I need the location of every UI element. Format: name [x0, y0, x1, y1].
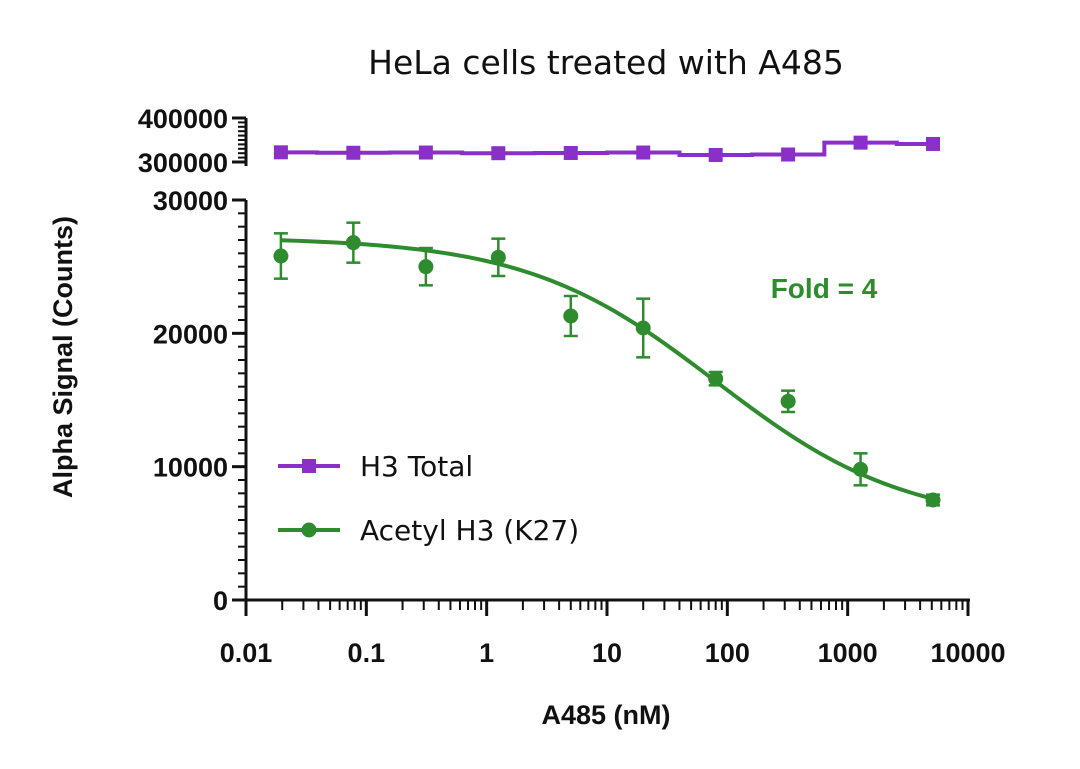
y-tick-label-lower-2: 20000	[153, 319, 228, 349]
x-tick-label-4: 100	[705, 638, 750, 668]
x-tick-label-2: 1	[479, 638, 494, 668]
legend-marker-1	[301, 522, 317, 538]
h3-total-point-4	[563, 145, 578, 160]
acetyl-h3-point-4	[563, 308, 579, 324]
x-tick-label-5: 1000	[818, 638, 878, 668]
acetyl-h3-point-6	[708, 371, 724, 387]
legend-marker-0	[302, 459, 316, 473]
acetyl-h3-fit-line	[280, 238, 934, 501]
acetyl-h3-point-0	[273, 248, 289, 264]
y-tick-label-lower-0: 0	[213, 586, 228, 616]
chart-title: HeLa cells treated with A485	[368, 43, 844, 82]
fold-annotation: Fold = 4	[771, 273, 878, 304]
legend: H3 Total Acetyl H3 (K27)	[278, 450, 579, 547]
plot-area	[273, 135, 941, 508]
h3-total-line	[280, 140, 934, 157]
x-tick-label-6: 10000	[930, 638, 1005, 668]
h3-total-point-8	[853, 135, 868, 150]
x-axis-title: A485 (nM)	[541, 700, 670, 730]
y-tick-label-upper-1: 400000	[138, 104, 228, 134]
acetyl-h3-point-5	[635, 320, 651, 336]
h3-total-point-6	[708, 147, 723, 162]
h3-total-point-7	[781, 147, 796, 162]
h3-total-point-2	[418, 145, 433, 160]
h3-total-point-1	[346, 145, 361, 160]
y-tick-label-lower-1: 10000	[153, 453, 228, 483]
x-tick-label-1: 0.1	[348, 638, 386, 668]
x-tick-label-0: 0.01	[220, 638, 273, 668]
axes: 0 10000 20000 30000 300000 400000 0.01 0.1 1 10 10…	[138, 104, 1006, 668]
h3-total-point-5	[636, 145, 651, 160]
h3-total-point-0	[273, 145, 288, 160]
h3-total-point-9	[926, 136, 941, 151]
y-axis-title: Alpha Signal (Counts)	[48, 216, 78, 498]
legend-label-1: Acetyl H3 (K27)	[360, 514, 579, 547]
acetyl-h3-point-2	[418, 259, 434, 275]
acetyl-h3-point-3	[490, 249, 506, 265]
x-tick-label-3: 10	[592, 638, 622, 668]
h3-total-point-3	[491, 146, 506, 161]
legend-label-0: H3 Total	[360, 450, 473, 483]
acetyl-h3-point-7	[780, 393, 796, 409]
acetyl-h3-point-9	[925, 492, 941, 508]
acetyl-h3-point-1	[345, 235, 361, 251]
acetyl-h3-point-8	[853, 461, 869, 477]
y-tick-label-lower-3: 30000	[153, 186, 228, 216]
y-tick-label-upper-0: 300000	[138, 148, 228, 178]
